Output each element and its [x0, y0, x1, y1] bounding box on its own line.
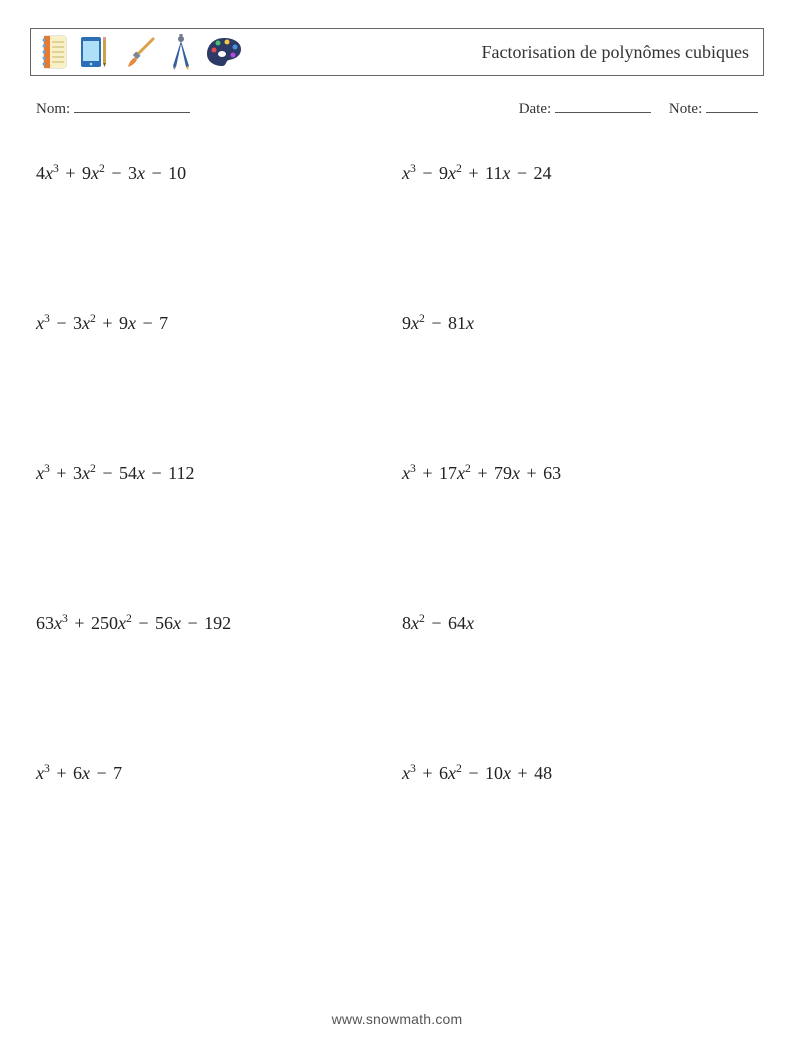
problem-7: 63x3 + 250x2 − 56x − 192: [36, 608, 392, 758]
grade-field: Note:: [669, 98, 758, 118]
name-field: Nom:: [36, 98, 190, 118]
problem-9: x3 + 6x − 7: [36, 758, 392, 908]
notebook-icon: [39, 35, 69, 69]
palette-icon: [205, 36, 243, 68]
problem-2: x3 − 9x2 + 11x − 24: [402, 158, 758, 308]
header-box: Factorisation de polynômes cubiques: [30, 28, 764, 76]
grade-label: Note:: [669, 101, 702, 117]
problem-4: 9x2 − 81x: [402, 308, 758, 458]
name-underline: [74, 98, 190, 113]
problems-grid: 4x3 + 9x2 − 3x − 10x3 − 9x2 + 11x − 24x3…: [30, 158, 764, 908]
tablet-icon: [79, 35, 113, 69]
problem-6: x3 + 17x2 + 79x + 63: [402, 458, 758, 608]
problem-3: x3 − 3x2 + 9x − 7: [36, 308, 392, 458]
problem-1: 4x3 + 9x2 − 3x − 10: [36, 158, 392, 308]
meta-row: Nom: Date: Note:: [36, 98, 758, 118]
date-field: Date:: [519, 98, 651, 118]
page-title: Factorisation de polynômes cubiques: [482, 42, 749, 63]
grade-underline: [706, 98, 758, 113]
compass-icon: [167, 34, 195, 70]
header-icons: [39, 34, 243, 70]
brush-icon: [123, 35, 157, 69]
date-label: Date:: [519, 101, 551, 117]
footer-text: www.snowmath.com: [0, 1011, 794, 1027]
problem-8: 8x2 − 64x: [402, 608, 758, 758]
problem-10: x3 + 6x2 − 10x + 48: [402, 758, 758, 908]
name-label: Nom:: [36, 101, 70, 117]
problem-5: x3 + 3x2 − 54x − 112: [36, 458, 392, 608]
date-underline: [555, 98, 651, 113]
